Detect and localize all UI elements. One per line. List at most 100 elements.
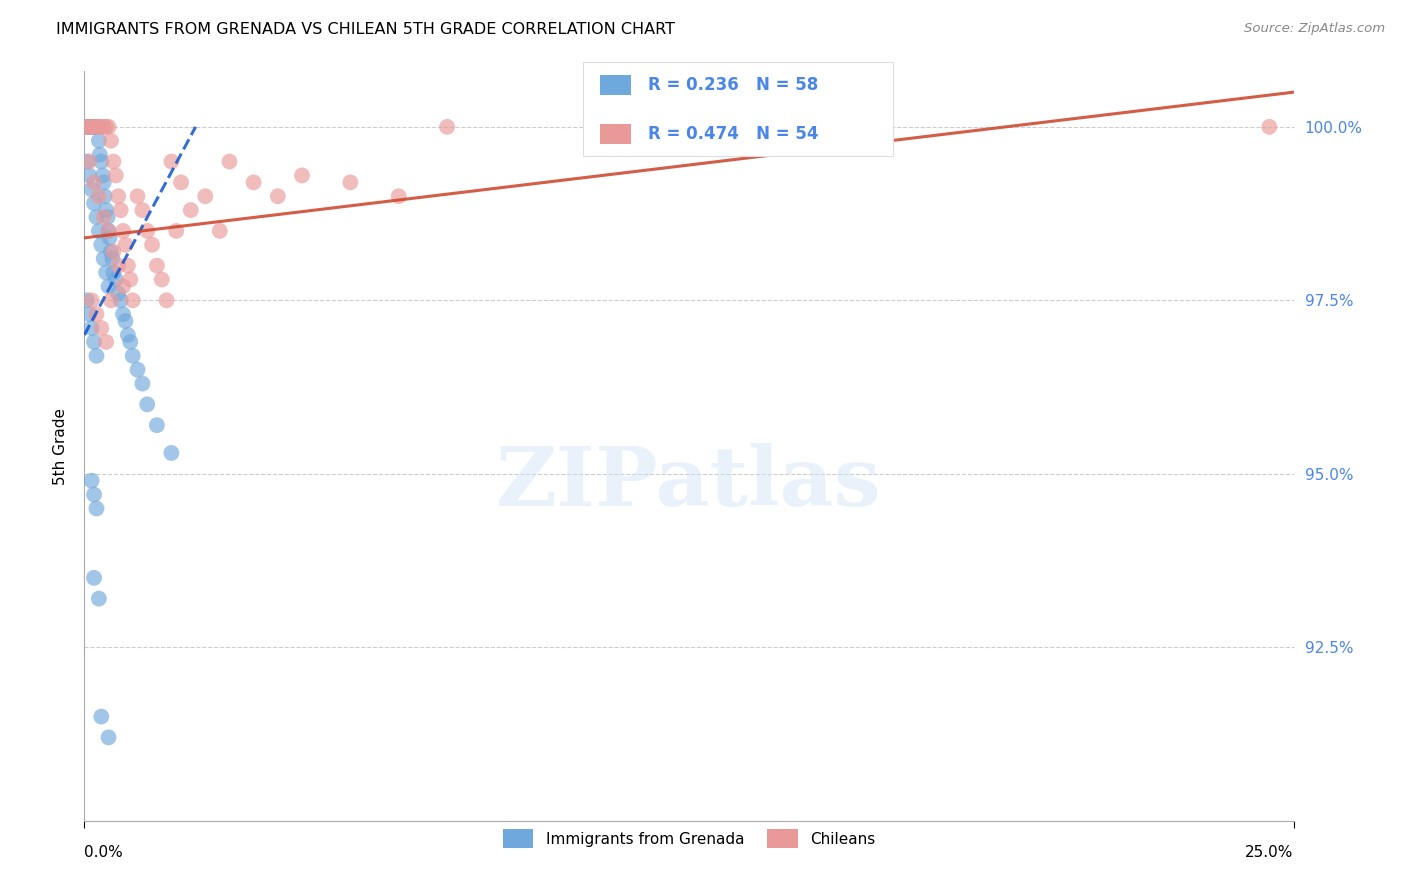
Point: [100, 134, 122, 148]
Point: [165, 224, 187, 238]
Point: [107, 189, 129, 203]
Point: [90, 120, 112, 134]
Point: [110, 203, 132, 218]
Point: [76, 154, 98, 169]
Point: [97, 279, 120, 293]
Point: [117, 259, 139, 273]
Point: [112, 307, 135, 321]
Point: [76, 120, 98, 134]
Point: [83, 196, 105, 211]
Point: [80, 182, 103, 196]
Point: [150, 272, 173, 286]
Point: [83, 120, 105, 134]
Point: [83, 487, 105, 501]
Point: [91, 169, 114, 183]
Point: [80, 293, 103, 308]
Text: R = 0.236   N = 58: R = 0.236 N = 58: [648, 76, 818, 94]
Point: [94, 266, 117, 280]
Point: [80, 321, 103, 335]
Point: [83, 120, 105, 134]
Point: [121, 293, 143, 308]
Point: [86, 120, 108, 134]
Point: [77, 120, 100, 134]
Point: [160, 154, 183, 169]
Text: IMMIGRANTS FROM GRENADA VS CHILEAN 5TH GRADE CORRELATION CHART: IMMIGRANTS FROM GRENADA VS CHILEAN 5TH G…: [56, 22, 675, 37]
Point: [155, 293, 177, 308]
Point: [141, 237, 163, 252]
Point: [127, 189, 149, 203]
Point: [87, 591, 110, 606]
Point: [107, 259, 129, 273]
Point: [87, 134, 110, 148]
Point: [94, 120, 117, 134]
Text: Source: ZipAtlas.com: Source: ZipAtlas.com: [1244, 22, 1385, 36]
Point: [291, 169, 314, 183]
Point: [136, 397, 159, 411]
Point: [87, 189, 110, 203]
Text: 0.0%: 0.0%: [84, 845, 124, 860]
Point: [218, 154, 240, 169]
Point: [90, 237, 112, 252]
Legend: Immigrants from Grenada, Chileans: Immigrants from Grenada, Chileans: [496, 823, 882, 855]
Point: [77, 154, 100, 169]
Point: [103, 244, 125, 259]
Point: [80, 120, 103, 134]
Point: [103, 154, 125, 169]
Point: [94, 334, 117, 349]
Point: [112, 224, 135, 238]
Point: [194, 189, 217, 203]
Point: [97, 120, 120, 134]
Point: [83, 175, 105, 189]
Point: [121, 349, 143, 363]
Point: [80, 120, 103, 134]
Point: [1258, 120, 1281, 134]
Point: [146, 259, 169, 273]
Point: [120, 272, 142, 286]
Point: [114, 314, 136, 328]
Point: [97, 224, 120, 238]
Point: [86, 120, 108, 134]
Point: [127, 362, 149, 376]
Text: 25.0%: 25.0%: [1246, 845, 1294, 860]
Point: [146, 418, 169, 433]
Point: [267, 189, 290, 203]
Point: [87, 120, 110, 134]
Point: [90, 154, 112, 169]
Point: [100, 293, 122, 308]
Point: [87, 120, 110, 134]
Point: [77, 120, 100, 134]
Point: [77, 169, 100, 183]
Point: [114, 237, 136, 252]
Point: [112, 279, 135, 293]
Point: [97, 210, 120, 224]
Point: [160, 446, 183, 460]
Point: [120, 334, 142, 349]
Point: [82, 120, 104, 134]
Point: [86, 501, 108, 516]
Point: [76, 120, 98, 134]
Text: ZIPatlas: ZIPatlas: [496, 443, 882, 524]
Point: [80, 474, 103, 488]
Point: [136, 224, 159, 238]
Point: [131, 203, 153, 218]
Point: [242, 175, 264, 189]
Point: [93, 210, 115, 224]
Point: [83, 571, 105, 585]
Point: [180, 203, 202, 218]
Point: [87, 224, 110, 238]
Point: [104, 272, 127, 286]
Point: [90, 709, 112, 723]
Point: [110, 293, 132, 308]
Point: [208, 224, 231, 238]
Point: [107, 286, 129, 301]
Point: [86, 210, 108, 224]
Y-axis label: 5th Grade: 5th Grade: [53, 408, 69, 484]
Point: [77, 307, 100, 321]
Point: [436, 120, 458, 134]
Point: [86, 349, 108, 363]
Point: [117, 328, 139, 343]
Point: [98, 231, 121, 245]
Text: R = 0.474   N = 54: R = 0.474 N = 54: [648, 125, 818, 143]
Point: [131, 376, 153, 391]
Point: [79, 120, 101, 134]
